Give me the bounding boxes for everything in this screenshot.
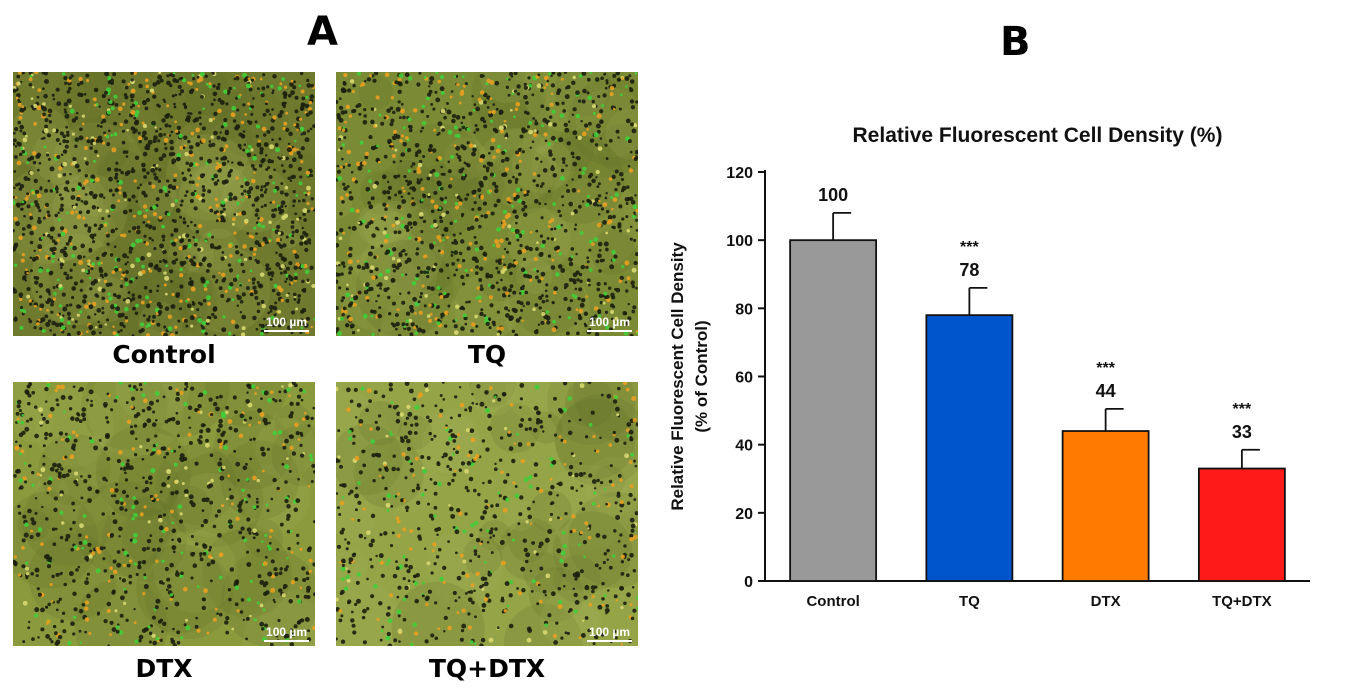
chart-title: Relative Fluorescent Cell Density (%) bbox=[853, 124, 1223, 147]
micrograph-image bbox=[13, 72, 315, 336]
y-tick-label: 20 bbox=[735, 506, 753, 523]
data-label: 33 bbox=[1232, 422, 1252, 442]
panel-letter-b: B bbox=[1000, 19, 1031, 65]
bar-tq-dtx bbox=[1197, 467, 1286, 582]
bar-tq bbox=[925, 314, 1014, 582]
micrograph-label-control: Control bbox=[112, 340, 216, 369]
micrograph-label-tq: TQ bbox=[467, 340, 507, 369]
x-tick-label: Control bbox=[806, 593, 859, 610]
bar-dtx bbox=[1061, 430, 1150, 582]
x-tick-label: DTX bbox=[1091, 593, 1121, 610]
micrograph-control: 100 µm bbox=[13, 72, 315, 336]
micrograph-dtx: 100 µm bbox=[13, 382, 315, 646]
y-axis-label: Relative Fluorescent Cell Density bbox=[668, 242, 687, 511]
micrograph-label-tq-dtx: TQ+DTX bbox=[428, 654, 546, 683]
data-label: 78 bbox=[959, 260, 979, 280]
significance-label: *** bbox=[960, 239, 979, 256]
y-tick-label: 0 bbox=[744, 574, 753, 591]
data-label: 100 bbox=[818, 185, 848, 205]
micrograph-image bbox=[336, 382, 638, 646]
x-tick-label: TQ bbox=[959, 593, 980, 610]
micrograph-label-dtx: DTX bbox=[135, 654, 193, 683]
micrograph-tq: 100 µm bbox=[336, 72, 638, 336]
bar-chart: Relative Fluorescent Cell Density (%) Rel… bbox=[668, 124, 1310, 610]
y-tick-label: 40 bbox=[735, 438, 753, 455]
micrograph-image bbox=[13, 382, 315, 646]
y-tick-label: 80 bbox=[735, 301, 753, 318]
scale-bar: 100 µm bbox=[587, 315, 632, 332]
y-tick-label: 100 bbox=[726, 233, 753, 250]
significance-label: *** bbox=[1233, 401, 1252, 418]
y-tick-label: 60 bbox=[735, 370, 753, 387]
scale-bar: 100 µm bbox=[264, 315, 309, 332]
micrograph-tq-dtx: 100 µm bbox=[336, 382, 638, 646]
panel-letter-a: A bbox=[307, 9, 338, 55]
data-label: 44 bbox=[1096, 381, 1116, 401]
scale-bar: 100 µm bbox=[264, 625, 309, 642]
x-tick-label: TQ+DTX bbox=[1212, 593, 1272, 610]
significance-label: *** bbox=[1096, 360, 1115, 377]
y-axis-label-sub: (% of Control) bbox=[692, 320, 711, 432]
bar-control bbox=[789, 239, 878, 582]
y-tick-label: 120 bbox=[726, 165, 753, 182]
scale-bar: 100 µm bbox=[587, 625, 632, 642]
micrograph-image bbox=[336, 72, 638, 336]
